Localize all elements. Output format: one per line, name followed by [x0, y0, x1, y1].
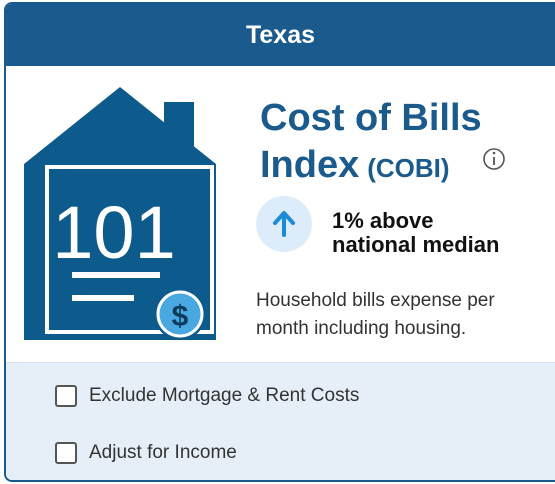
card-body: 101 $ Cost of Bills Index (COBI) 1% above…	[24, 87, 505, 340]
info-icon-dot	[492, 151, 496, 155]
state-title: Texas	[6, 4, 555, 66]
doc-line	[72, 272, 160, 278]
title-line2: Index (COBI)	[260, 144, 450, 186]
description-line2: month including housing.	[256, 318, 466, 339]
dollar-badge	[156, 290, 204, 338]
checkbox[interactable]	[55, 385, 77, 407]
title-index: Index	[260, 144, 359, 186]
option-label: Exclude Mortgage & Rent Costs	[89, 385, 360, 406]
option-label: Adjust for Income	[89, 442, 237, 463]
cobi-card: Texas 101 $ Cost of Bills Index (COBI) 1%…	[4, 2, 555, 482]
options-panel: Exclude Mortgage & Rent Costs Adjust for…	[6, 362, 555, 480]
dollar-sign: $	[172, 300, 189, 333]
comparison-line2: national median	[332, 232, 499, 257]
title-line1: Cost of Bills	[260, 97, 482, 139]
comparison-line1: 1% above	[332, 208, 434, 233]
description-line1: Household bills expense per	[256, 290, 495, 311]
icon-number: 101	[52, 191, 175, 274]
checkbox[interactable]	[55, 442, 77, 464]
option[interactable]: Exclude Mortgage & Rent Costs	[55, 385, 359, 407]
up-arrow	[273, 211, 295, 237]
info-icon[interactable]	[483, 148, 505, 170]
option[interactable]: Adjust for Income	[55, 442, 237, 464]
title-abbr: (COBI)	[367, 153, 449, 183]
document-outline	[45, 165, 214, 334]
chimney	[164, 102, 194, 152]
doc-line	[72, 295, 134, 301]
